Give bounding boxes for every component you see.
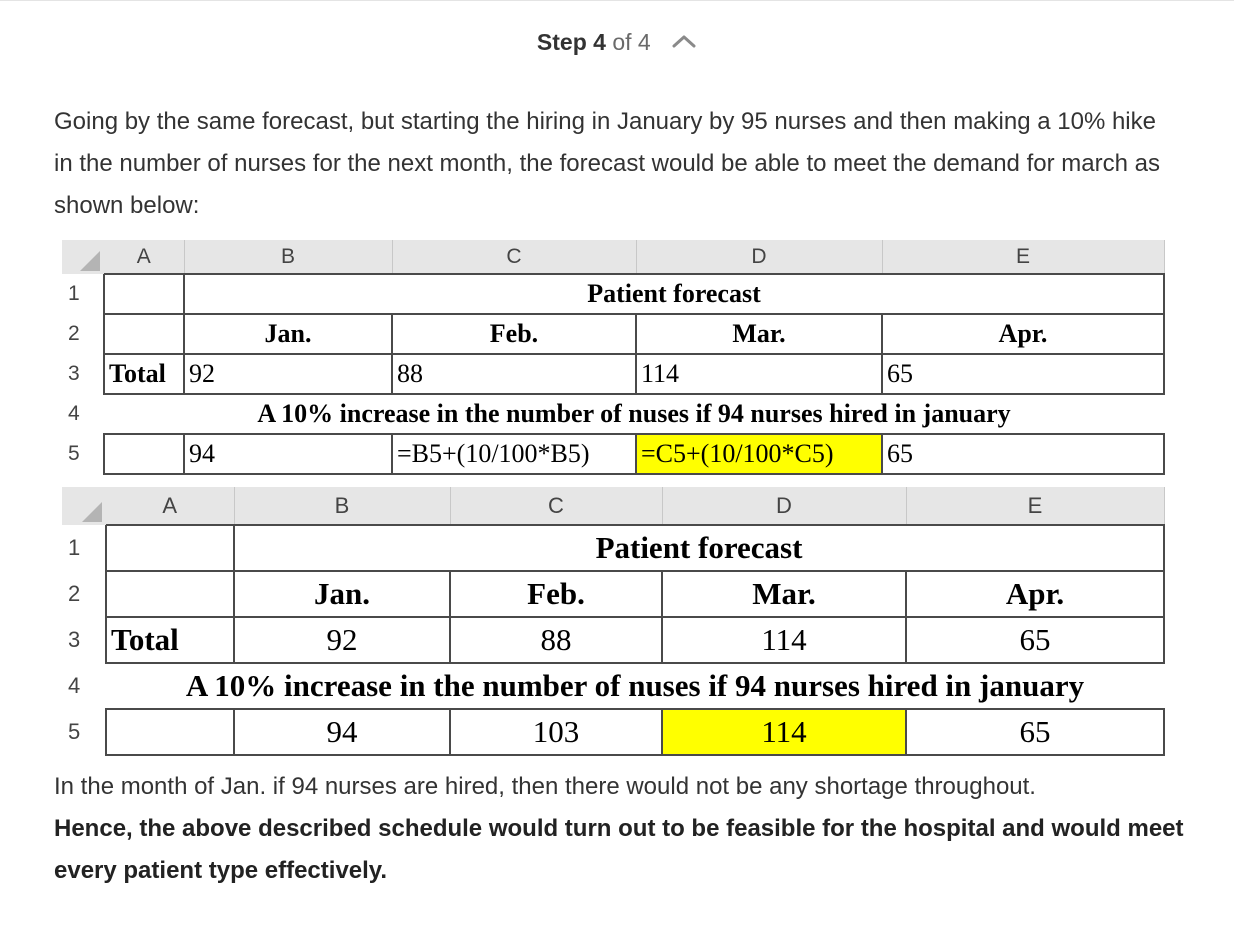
cell-total-apr: 65 — [905, 616, 1165, 664]
row-header-5[interactable]: 5 — [62, 434, 104, 474]
conclusion-paragraph: Hence, the above described schedule woul… — [54, 815, 1184, 884]
cell-total-feb: 88 — [449, 616, 663, 664]
cell-total-apr: 65 — [881, 353, 1165, 395]
cell-total-label: Total — [103, 353, 185, 395]
cell-total-feb: 88 — [391, 353, 637, 395]
row-header-2[interactable]: 2 — [62, 314, 104, 354]
cell-title: Patient forecast — [233, 524, 1165, 572]
cell-month-jan: Jan. — [233, 570, 451, 618]
cell-b5: 94 — [183, 433, 393, 475]
cell-total-jan: 92 — [233, 616, 451, 664]
cell-a5 — [105, 708, 235, 756]
cell-note: A 10% increase in the number of nuses if… — [257, 399, 1011, 428]
step-header[interactable]: Step 4 of 4 — [0, 26, 1234, 58]
cell-a1 — [105, 524, 235, 572]
cell-total-mar: 114 — [635, 353, 883, 395]
row-header-3[interactable]: 3 — [62, 617, 106, 663]
row-header-2[interactable]: 2 — [62, 571, 106, 617]
row-header-1[interactable]: 1 — [62, 525, 106, 571]
column-header-c[interactable]: C — [450, 487, 663, 525]
outro-paragraph: In the month of Jan. if 94 nurses are hi… — [54, 773, 1036, 800]
cell-d5-highlight: 114 — [661, 708, 907, 756]
cell-total-jan: 92 — [183, 353, 393, 395]
top-divider — [0, 0, 1234, 1]
cell-c5: 103 — [449, 708, 663, 756]
cell-month-apr: Apr. — [881, 313, 1165, 355]
cell-a1 — [103, 273, 185, 315]
intro-paragraph: Going by the same forecast, but starting… — [54, 108, 1160, 219]
column-header-b[interactable]: B — [234, 487, 451, 525]
spreadsheet-values: A B C D E 1 Patient forecast 2 Jan. Feb.… — [62, 487, 1165, 756]
sheet-corner[interactable] — [62, 240, 104, 274]
cell-a5 — [103, 433, 185, 475]
cell-note: A 10% increase in the number of nuses if… — [185, 668, 1085, 703]
chevron-up-icon[interactable] — [671, 25, 697, 57]
cell-c5-formula: =B5+(10/100*B5) — [391, 433, 637, 475]
column-header-a[interactable]: A — [104, 240, 185, 274]
cell-total-label: Total — [105, 616, 235, 664]
column-header-a[interactable]: A — [106, 487, 235, 525]
column-header-e[interactable]: E — [882, 240, 1165, 274]
column-header-c[interactable]: C — [392, 240, 637, 274]
cell-a2 — [103, 313, 185, 355]
cell-month-mar: Mar. — [661, 570, 907, 618]
step-current: Step 4 — [536, 29, 606, 55]
column-header-e[interactable]: E — [906, 487, 1165, 525]
row-header-4[interactable]: 4 — [62, 394, 104, 434]
cell-title: Patient forecast — [183, 273, 1165, 315]
step-total: of 4 — [612, 29, 651, 55]
cell-d5-formula: =C5+(10/100*C5) — [635, 433, 883, 475]
cell-b5: 94 — [233, 708, 451, 756]
column-header-b[interactable]: B — [184, 240, 393, 274]
cell-a2 — [105, 570, 235, 618]
row-header-5[interactable]: 5 — [62, 709, 106, 755]
row-header-4[interactable]: 4 — [62, 663, 106, 709]
cell-e5: 65 — [881, 433, 1165, 475]
column-header-d[interactable]: D — [636, 240, 883, 274]
row-header-1[interactable]: 1 — [62, 274, 104, 314]
cell-month-feb: Feb. — [449, 570, 663, 618]
conclusion-section: In the month of Jan. if 94 nurses are hi… — [54, 766, 1184, 892]
cell-month-mar: Mar. — [635, 313, 883, 355]
spreadsheet-formulas: A B C D E 1 Patient forecast 2 Jan. Feb.… — [62, 240, 1165, 475]
row-header-3[interactable]: 3 — [62, 354, 104, 394]
column-header-d[interactable]: D — [662, 487, 907, 525]
cell-month-apr: Apr. — [905, 570, 1165, 618]
cell-e5: 65 — [905, 708, 1165, 756]
sheet-corner[interactable] — [62, 487, 106, 525]
cell-month-jan: Jan. — [183, 313, 393, 355]
cell-total-mar: 114 — [661, 616, 907, 664]
cell-month-feb: Feb. — [391, 313, 637, 355]
